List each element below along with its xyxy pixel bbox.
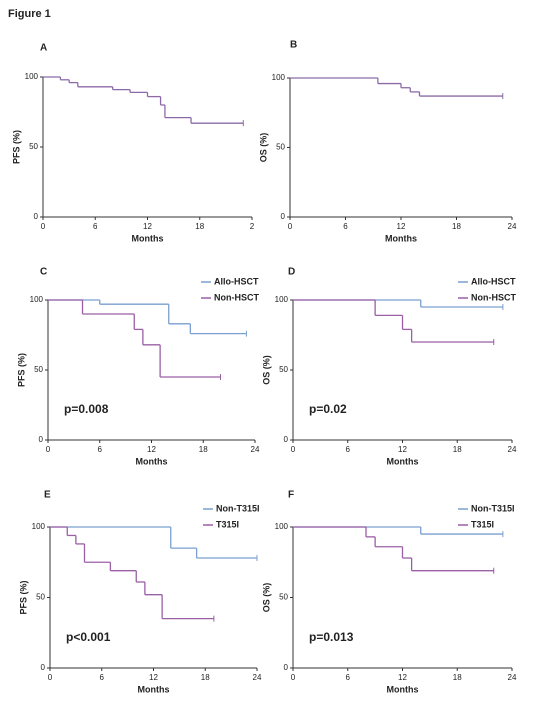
annotation: p<0.001 xyxy=(66,630,111,644)
y-tick-label: 50 xyxy=(279,365,288,374)
x-tick-label: 0 xyxy=(288,222,293,231)
x-tick-label: 0 xyxy=(41,222,46,231)
y-tick-label: 50 xyxy=(279,593,288,602)
x-tick-label: 12 xyxy=(143,222,152,231)
x-tick-label: 2 xyxy=(250,222,255,231)
y-tick-label: 0 xyxy=(39,435,44,444)
y-tick-label: 0 xyxy=(284,663,289,672)
x-axis-label: Months xyxy=(385,233,417,243)
x-tick-label: 6 xyxy=(93,222,98,231)
x-tick-label: 6 xyxy=(343,222,348,231)
legend-label: Non-HSCT xyxy=(214,292,259,302)
x-tick-label: 24 xyxy=(508,673,517,682)
x-tick-label: 6 xyxy=(346,673,351,682)
y-tick-label: 100 xyxy=(275,295,289,304)
x-axis-label: Months xyxy=(387,684,419,694)
annotation: p=0.013 xyxy=(309,630,354,644)
x-tick-label: 0 xyxy=(46,445,51,454)
y-axis-label: OS (%) xyxy=(261,355,271,385)
x-tick-label: 18 xyxy=(453,673,462,682)
y-tick-label: 0 xyxy=(281,212,286,221)
y-tick-label: 50 xyxy=(34,365,43,374)
y-axis-label: PFS (%) xyxy=(18,580,28,614)
x-axis-label: Months xyxy=(138,684,170,694)
y-tick-label: 100 xyxy=(272,73,286,82)
panel-label: F xyxy=(288,490,294,501)
x-tick-label: 18 xyxy=(201,673,210,682)
x-tick-label: 18 xyxy=(452,222,461,231)
annotation: p=0.008 xyxy=(64,402,109,416)
panel-label: C xyxy=(40,267,47,278)
legend-label: Allo-HSCT xyxy=(471,276,516,286)
y-tick-label: 0 xyxy=(284,435,289,444)
x-tick-label: 0 xyxy=(48,673,53,682)
x-tick-label: 18 xyxy=(453,445,462,454)
x-tick-label: 6 xyxy=(98,445,103,454)
x-tick-label: 24 xyxy=(508,222,517,231)
y-tick-label: 50 xyxy=(36,593,45,602)
y-tick-label: 100 xyxy=(275,522,289,531)
legend-label: T315I xyxy=(471,519,494,529)
y-tick-label: 100 xyxy=(30,295,44,304)
y-axis-label: PFS (%) xyxy=(11,130,21,164)
x-tick-label: 24 xyxy=(251,445,260,454)
y-axis-label: PFS (%) xyxy=(16,353,26,387)
x-axis-label: Months xyxy=(387,456,419,466)
x-tick-label: 12 xyxy=(147,445,156,454)
x-axis-label: Months xyxy=(132,233,164,243)
x-tick-label: 18 xyxy=(195,222,204,231)
y-tick-label: 0 xyxy=(34,212,39,221)
x-tick-label: 12 xyxy=(397,222,406,231)
x-tick-label: 18 xyxy=(199,445,208,454)
y-tick-label: 0 xyxy=(41,663,46,672)
x-tick-label: 12 xyxy=(398,445,407,454)
x-tick-label: 24 xyxy=(508,445,517,454)
x-axis-label: Months xyxy=(136,456,168,466)
x-tick-label: 6 xyxy=(100,673,105,682)
y-axis-label: OS (%) xyxy=(261,583,271,613)
legend-label: Non-T315I xyxy=(216,503,260,513)
panel-label: D xyxy=(288,267,295,278)
legend-label: Non-T315I xyxy=(471,503,515,513)
annotation: p=0.02 xyxy=(309,402,347,416)
x-tick-label: 12 xyxy=(398,673,407,682)
y-tick-label: 50 xyxy=(276,143,285,152)
panel-label: A xyxy=(40,43,47,54)
legend-label: T315I xyxy=(216,519,239,529)
x-tick-label: 24 xyxy=(253,673,262,682)
legend-label: Non-HSCT xyxy=(471,292,516,302)
x-tick-label: 0 xyxy=(291,673,296,682)
x-tick-label: 12 xyxy=(149,673,158,682)
panel-label: E xyxy=(44,490,51,501)
y-tick-label: 100 xyxy=(32,522,46,531)
x-tick-label: 0 xyxy=(291,445,296,454)
x-tick-label: 6 xyxy=(346,445,351,454)
y-tick-label: 50 xyxy=(29,142,38,151)
figure-title: Figure 1 xyxy=(8,8,51,20)
legend-label: Allo-HSCT xyxy=(214,276,259,286)
y-tick-label: 100 xyxy=(25,72,39,81)
y-axis-label: OS (%) xyxy=(258,133,268,163)
panel-label: B xyxy=(290,40,297,51)
